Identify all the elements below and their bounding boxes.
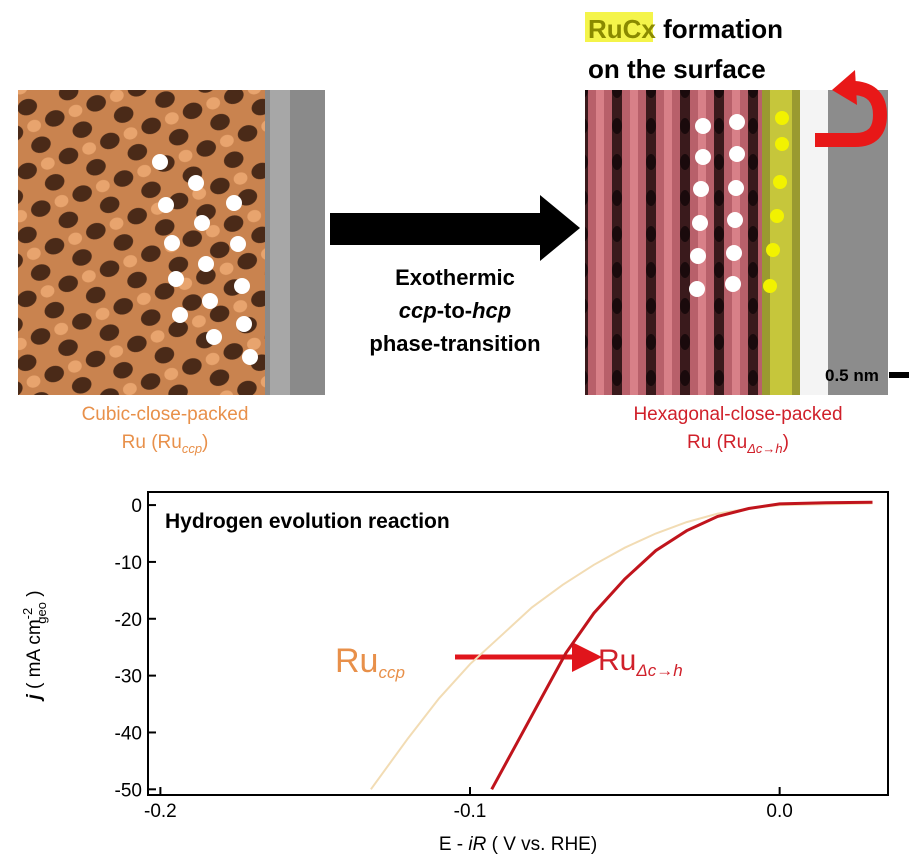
data-line bbox=[492, 502, 873, 789]
callout: RuCx formation on the surface bbox=[585, 12, 783, 84]
x-tick-label: 0.0 bbox=[766, 801, 792, 822]
right-caption-sub: Δc→h bbox=[746, 441, 782, 456]
right-caption-main: Ru (Ru bbox=[687, 432, 747, 453]
chart: Hydrogen evolution reaction j ( mA cm-2g… bbox=[20, 492, 888, 855]
x-axis-label: E - iR ( V vs. RHE) bbox=[439, 834, 597, 855]
x-label-pre: E - bbox=[439, 834, 469, 855]
y-tick-label: -50 bbox=[115, 780, 142, 801]
arrow-text-ccp: ccp bbox=[399, 298, 437, 323]
left-caption-line1: Cubic-close-packed bbox=[82, 404, 249, 425]
chart-title: Hydrogen evolution reaction bbox=[165, 510, 450, 533]
y-tick-label: -30 bbox=[115, 667, 142, 688]
left-caption-main: Ru (Ru bbox=[122, 432, 182, 453]
ccp-image bbox=[18, 90, 325, 395]
left-caption-sub: ccp bbox=[182, 441, 202, 456]
arrow-text-line2: ccp-to-hcp bbox=[399, 298, 511, 323]
figure: 0.5 nm RuCx formation on the surface Exo… bbox=[0, 0, 909, 861]
transition-arrow bbox=[330, 195, 580, 261]
y-tick-label: -20 bbox=[115, 610, 142, 631]
right-caption-line1: Hexagonal-close-packed bbox=[633, 404, 842, 425]
y-axis-label: j ( mA cm-2geo ) bbox=[20, 590, 49, 702]
arrow-text-to: -to- bbox=[437, 298, 472, 323]
series-label: RuΔc→h bbox=[598, 644, 683, 680]
y-label-sub: geo bbox=[34, 602, 49, 624]
callout-highlight: RuCx bbox=[588, 14, 656, 44]
series-label-sub: Δc→h bbox=[635, 661, 682, 680]
callout-line1: RuCx formation bbox=[588, 14, 783, 44]
right-caption: Hexagonal-close-packed Ru (RuΔc→h) bbox=[633, 404, 842, 456]
y-label-sup: -2 bbox=[20, 608, 35, 620]
hcp-image: 0.5 nm bbox=[585, 70, 909, 395]
x-label-italic: iR bbox=[468, 834, 486, 855]
callout-line2: on the surface bbox=[588, 54, 766, 84]
left-caption-line2: Ru (Ruccp) bbox=[122, 432, 209, 456]
y-label-main: ( mA cm bbox=[24, 619, 45, 694]
left-caption: Cubic-close-packed Ru (Ruccp) bbox=[82, 404, 249, 456]
left-caption-end: ) bbox=[202, 432, 208, 453]
y-tick-label: -10 bbox=[115, 553, 142, 574]
callout-rest: formation bbox=[656, 14, 783, 44]
x-label-post: ( V vs. RHE) bbox=[486, 834, 597, 855]
right-caption-end: ) bbox=[783, 432, 789, 453]
y-label-end: ) bbox=[24, 590, 45, 602]
y-tick-label: 0 bbox=[131, 496, 142, 517]
arrow-text-line1: Exothermic bbox=[395, 265, 515, 290]
right-caption-line2: Ru (RuΔc→h) bbox=[687, 432, 789, 456]
arrow-text: Exothermic ccp-to-hcp phase-transition bbox=[369, 265, 540, 356]
series-label-main: Ru bbox=[335, 642, 378, 680]
x-tick-label: -0.1 bbox=[454, 801, 487, 822]
plot-frame bbox=[148, 492, 888, 795]
scale-bar-label: 0.5 nm bbox=[825, 366, 879, 385]
series-label-sub: ccp bbox=[378, 663, 404, 682]
arrow-text-hcp: hcp bbox=[472, 298, 511, 323]
x-tick-label: -0.2 bbox=[144, 801, 177, 822]
series-label-main: Ru bbox=[598, 644, 636, 677]
arrow-text-line3: phase-transition bbox=[369, 331, 540, 356]
series-label: Ruccp bbox=[335, 642, 405, 682]
y-tick-label: -40 bbox=[115, 723, 142, 744]
